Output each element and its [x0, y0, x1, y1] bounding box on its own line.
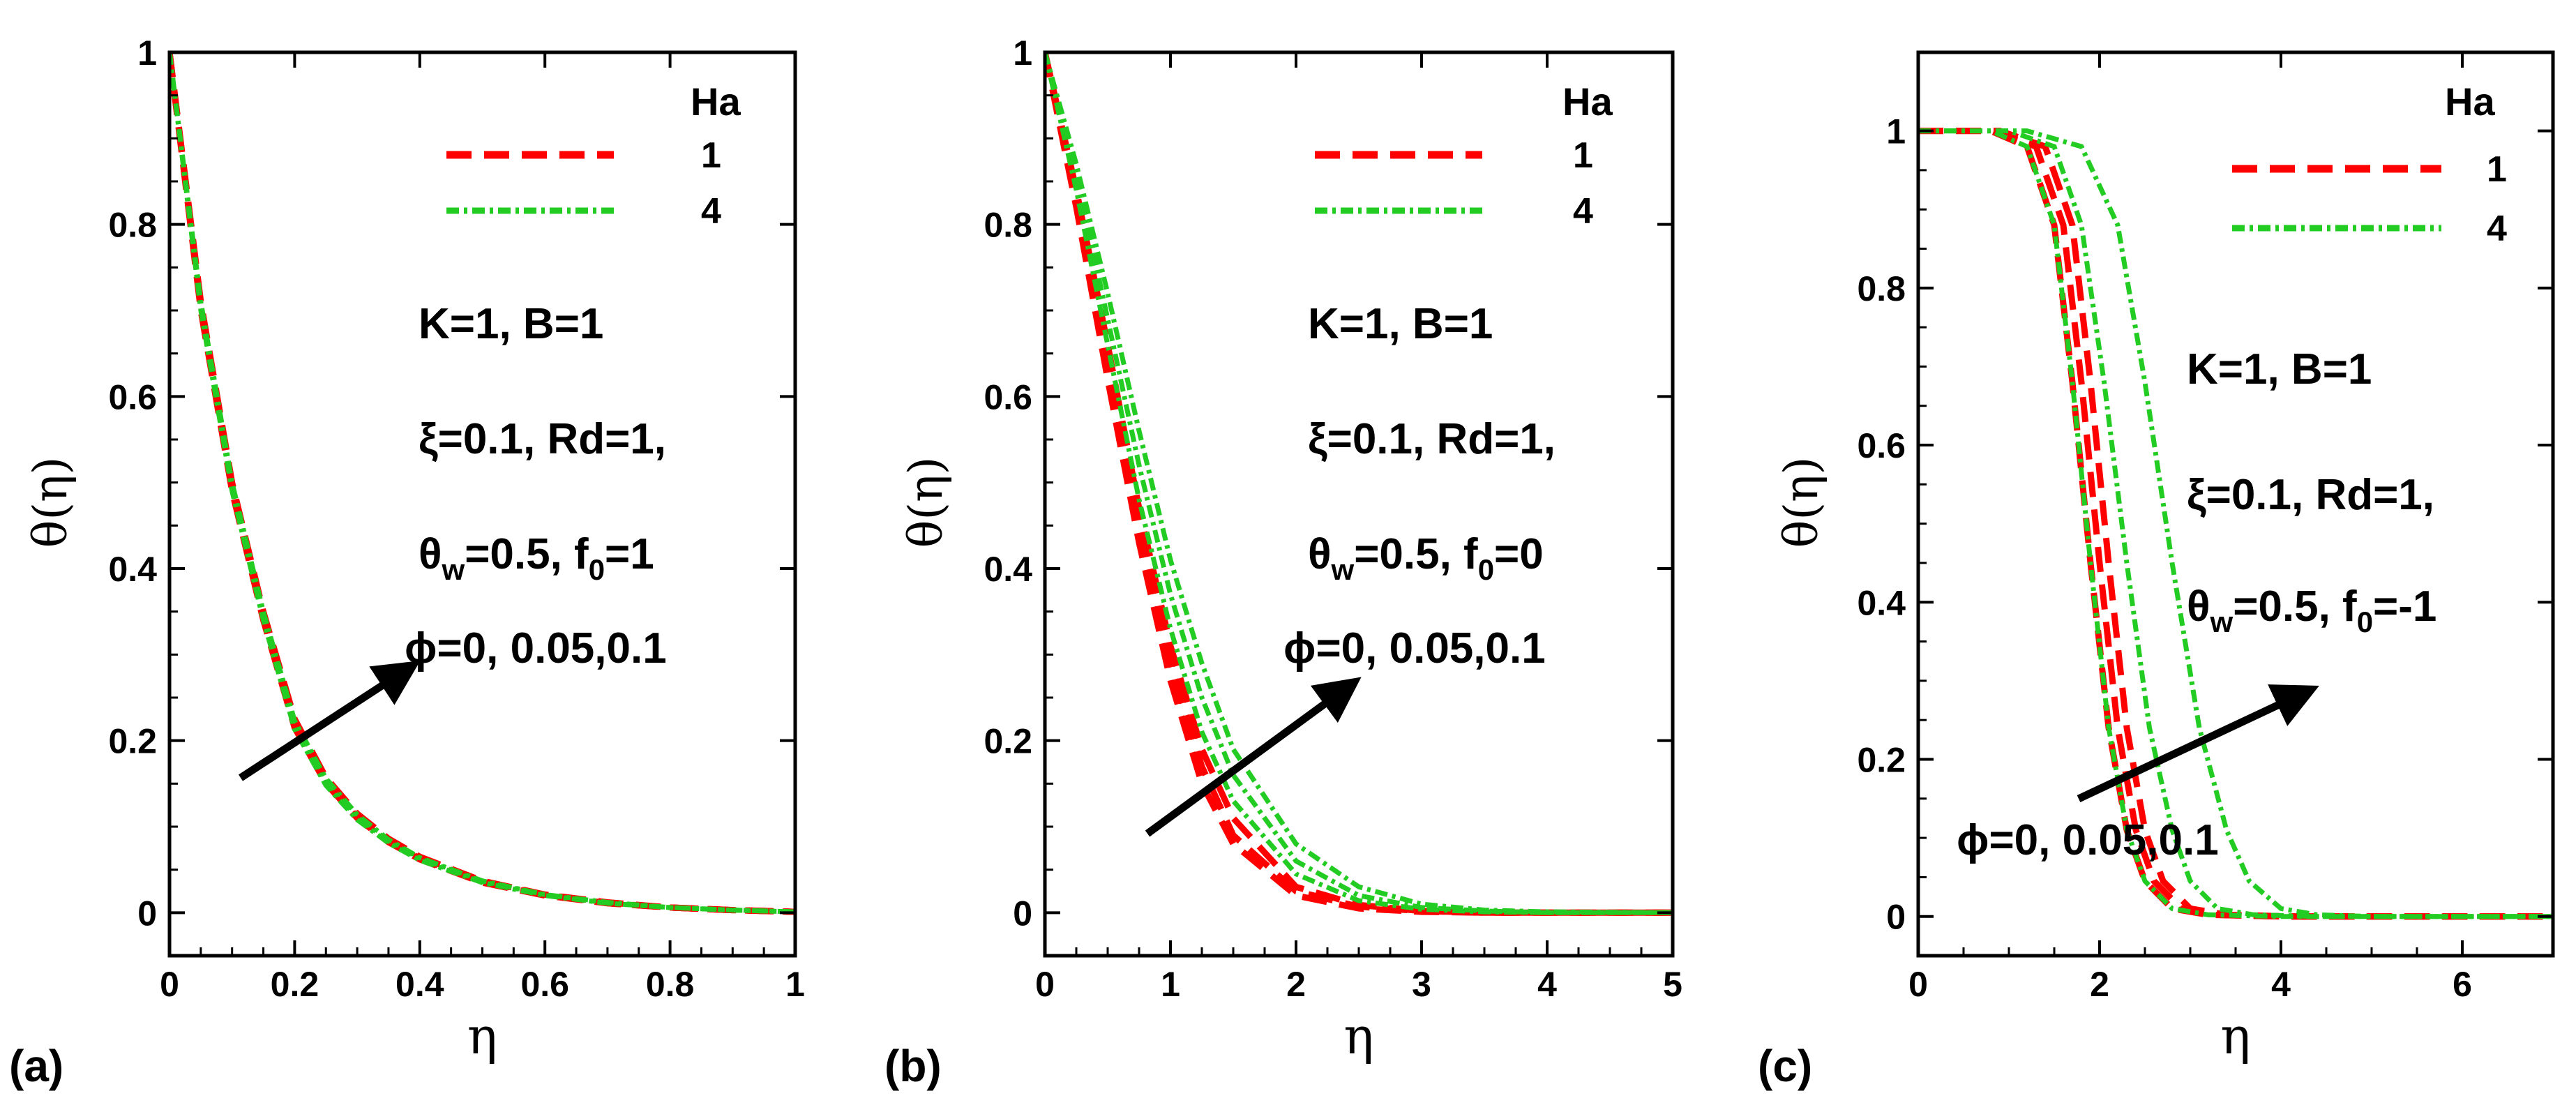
legend-entry-label: 4	[1573, 191, 1593, 232]
legend-entry-label: 1	[2487, 149, 2507, 190]
legend: Ha 1 4	[1315, 80, 1613, 232]
series-line-ha1-phi0.05	[1045, 52, 1673, 916]
x-tick-label: 0	[1035, 965, 1055, 1004]
x-axis-label: η	[1343, 1007, 1373, 1065]
y-tick-label: 1	[1886, 112, 1906, 151]
series-line-ha4-phi0.1	[1045, 52, 1673, 915]
series-line-ha1-phi0	[1918, 128, 2553, 920]
x-tick-label: 2	[2090, 965, 2109, 1004]
series-line-ha1-phi0.05	[1918, 128, 2553, 920]
series-line-ha4-phi0.05	[1045, 52, 1673, 915]
series-line-ha4-phi0.1	[1918, 128, 2553, 919]
y-tick-label: 0.2	[984, 722, 1032, 761]
y-tick-label: 0.2	[108, 722, 157, 761]
trend-arrow	[2077, 684, 2319, 802]
chart-panel-2: 0 1 2 3 4 5 0 0.2 0.4 0.6 0.8 1 η θ(η) (b) Ha 1 4 K=1, B=1…	[884, 33, 1682, 1091]
series-line-ha1-phi0.1	[170, 52, 795, 915]
series-line-ha4-phi0.05	[1918, 128, 2553, 919]
y-tick-label: 0	[1886, 898, 1906, 937]
annotation-2: ξ=0.1, Rd=1,	[419, 415, 666, 463]
legend-entry-label: 1	[701, 135, 721, 176]
y-tick-label: 0.4	[108, 550, 157, 589]
x-tick-label: 0.6	[520, 965, 569, 1004]
series-line-ha1-phi0.1	[1918, 128, 2553, 920]
y-tick-label: 0	[137, 894, 157, 933]
legend-title: Ha	[691, 80, 741, 123]
annotation-3: θw=0.5, f0=0	[1308, 530, 1544, 586]
annotation-4: ϕ=0, 0.05,0.1	[1283, 624, 1546, 672]
series-line-ha4-phi0.05	[170, 52, 795, 915]
x-tick-label: 0	[1908, 965, 1928, 1004]
y-tick-label: 1	[1013, 33, 1032, 73]
series-line-ha1-phi0.05	[170, 52, 795, 915]
x-tick-label: 1	[785, 965, 805, 1004]
panel-label: (c)	[1758, 1041, 1812, 1091]
y-axis-label: θ(η)	[24, 457, 77, 548]
x-tick-label: 0.8	[646, 965, 695, 1004]
x-tick-label: 0	[160, 965, 179, 1004]
annotation-4: ϕ=0, 0.05,0.1	[1957, 816, 2219, 864]
x-tick-label: 2	[1286, 965, 1306, 1004]
y-tick-label: 0	[1013, 894, 1032, 933]
series-line-ha4-phi0	[1918, 128, 2553, 919]
annotation-1: K=1, B=1	[2187, 345, 2372, 393]
series-line-ha1-phi0.1	[1045, 52, 1673, 916]
y-axis-label: θ(η)	[1775, 457, 1828, 548]
series-line-ha1-phi0	[1045, 52, 1673, 916]
x-tick-label: 6	[2453, 965, 2472, 1004]
x-tick-label: 0.4	[396, 965, 444, 1004]
y-tick-label: 0.6	[108, 377, 157, 416]
legend-entry-label: 1	[1573, 135, 1593, 176]
y-tick-label: 1	[137, 33, 157, 73]
annotation-3: θw=0.5, f0=1	[419, 530, 654, 586]
x-tick-label: 4	[1537, 965, 1557, 1004]
annotation-1: K=1, B=1	[1308, 300, 1493, 348]
chart-panel-1: 0 0.2 0.4 0.6 0.8 1 0 0.2 0.4 0.6 0.8 1 η θ(η) (a) Ha 1 4…	[9, 33, 805, 1091]
y-tick-label: 0.8	[108, 206, 157, 245]
x-tick-label: 3	[1412, 965, 1431, 1004]
annotation-4: ϕ=0, 0.05,0.1	[405, 624, 667, 672]
panel-label: (b)	[884, 1041, 942, 1091]
y-tick-label: 0.2	[1857, 740, 1906, 779]
annotation-2: ξ=0.1, Rd=1,	[1308, 415, 1556, 463]
legend-title: Ha	[1562, 80, 1613, 123]
chart-panel-3: 0 2 4 6 0 0.2 0.4 0.6 0.8 1 η θ(η) (c) Ha 1 4 K=1, B=1 ξ=…	[1758, 50, 2555, 1091]
series-line-ha4-phi0	[1045, 52, 1673, 915]
trend-arrow	[1145, 677, 1362, 837]
legend-entry-label: 4	[2487, 209, 2507, 249]
panel-label: (a)	[9, 1041, 63, 1091]
x-axis-label: η	[2220, 1007, 2250, 1065]
trend-arrow	[238, 660, 421, 781]
annotation-2: ξ=0.1, Rd=1,	[2187, 471, 2434, 519]
series-line-ha4-phi0.1	[170, 52, 795, 915]
plot-frame	[167, 50, 797, 958]
y-tick-label: 0.6	[984, 377, 1032, 416]
y-tick-label: 0.6	[1857, 426, 1906, 465]
y-axis-label: θ(η)	[899, 457, 953, 548]
annotation-1: K=1, B=1	[419, 300, 603, 348]
annotation-3: θw=0.5, f0=-1	[2187, 582, 2436, 638]
x-axis-label: η	[467, 1007, 497, 1065]
series-line-ha1-phi0	[170, 52, 795, 915]
x-tick-label: 1	[1161, 965, 1180, 1004]
y-tick-label: 0.8	[1857, 269, 1906, 308]
legend: Ha 1 4	[2232, 80, 2507, 249]
x-tick-label: 4	[2271, 965, 2291, 1004]
y-tick-label: 0.8	[984, 206, 1032, 245]
series-line-ha4-phi0	[170, 52, 795, 915]
x-tick-label: 0.2	[271, 965, 319, 1004]
x-tick-label: 5	[1663, 965, 1682, 1004]
legend-title: Ha	[2445, 80, 2495, 123]
legend-entry-label: 4	[701, 191, 721, 232]
y-tick-label: 0.4	[984, 550, 1032, 589]
y-tick-label: 0.4	[1857, 583, 1906, 622]
legend: Ha 1 4	[446, 80, 741, 232]
